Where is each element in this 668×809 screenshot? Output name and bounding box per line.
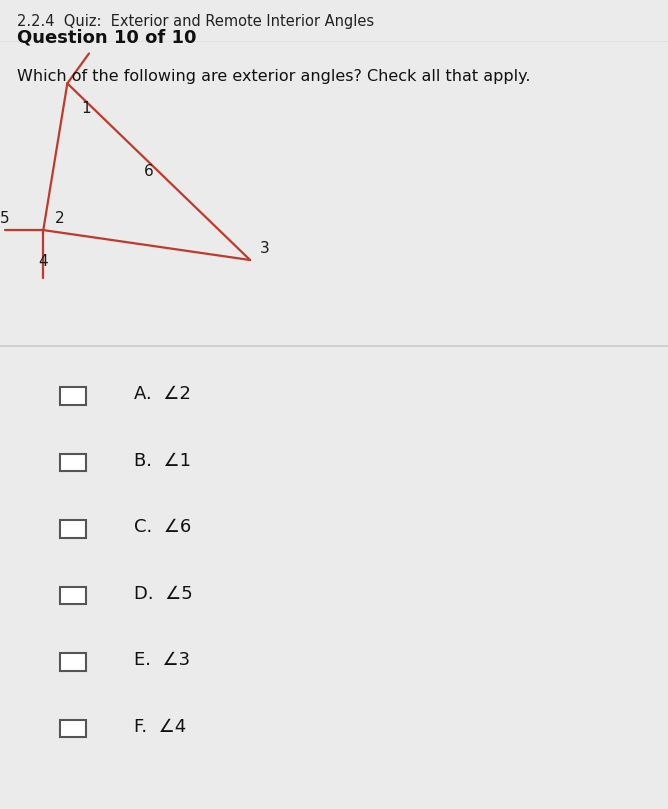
Text: 6: 6 <box>144 164 154 180</box>
FancyBboxPatch shape <box>60 720 86 738</box>
Text: D.  ∠5: D. ∠5 <box>134 585 192 603</box>
Text: E.  ∠3: E. ∠3 <box>134 651 190 669</box>
FancyBboxPatch shape <box>60 520 86 538</box>
FancyBboxPatch shape <box>60 654 86 671</box>
Text: 5: 5 <box>0 210 9 226</box>
Text: 2.2.4  Quiz:  Exterior and Remote Interior Angles: 2.2.4 Quiz: Exterior and Remote Interior… <box>17 14 374 28</box>
FancyBboxPatch shape <box>60 587 86 604</box>
FancyBboxPatch shape <box>60 454 86 472</box>
Text: C.  ∠6: C. ∠6 <box>134 519 191 536</box>
Text: 4: 4 <box>39 254 48 269</box>
Text: 2: 2 <box>55 210 65 226</box>
Text: F.  ∠4: F. ∠4 <box>134 718 186 736</box>
Text: B.  ∠1: B. ∠1 <box>134 452 190 470</box>
Text: Which of the following are exterior angles? Check all that apply.: Which of the following are exterior angl… <box>17 69 530 84</box>
FancyBboxPatch shape <box>60 388 86 404</box>
Text: 3: 3 <box>260 240 269 256</box>
Text: A.  ∠2: A. ∠2 <box>134 385 190 404</box>
Text: Question 10 of 10: Question 10 of 10 <box>17 28 196 46</box>
Text: 1: 1 <box>81 101 92 116</box>
